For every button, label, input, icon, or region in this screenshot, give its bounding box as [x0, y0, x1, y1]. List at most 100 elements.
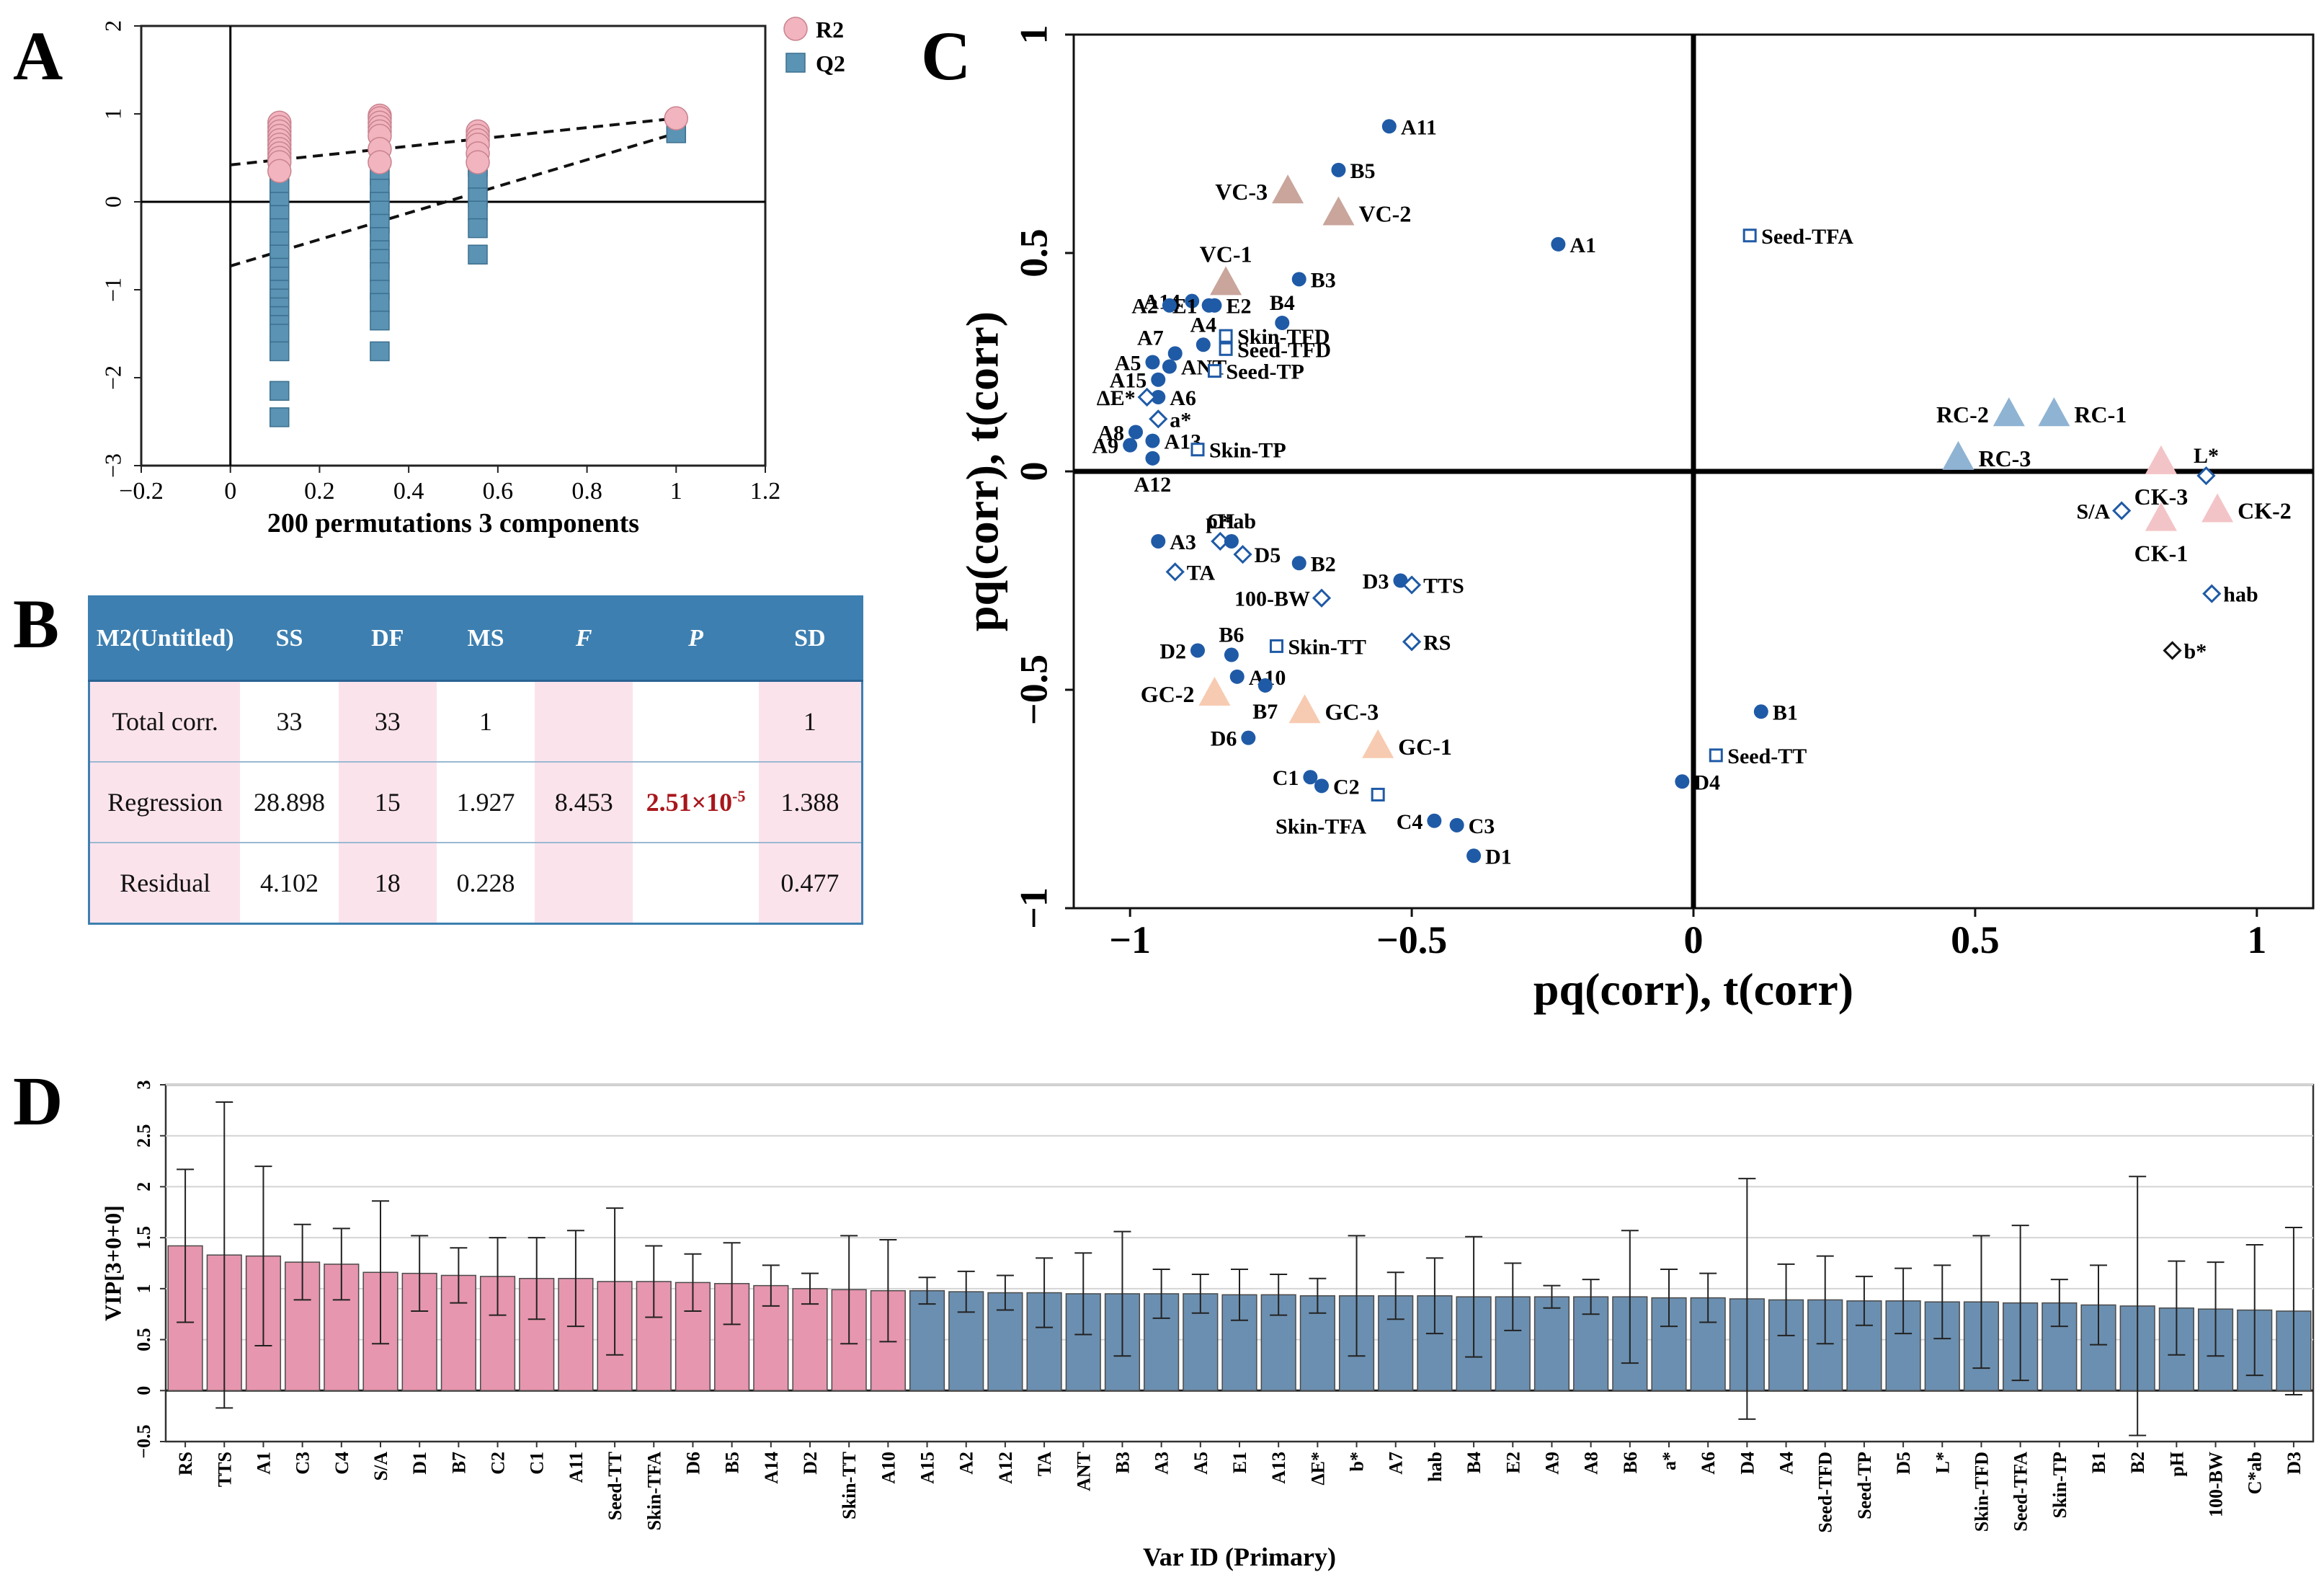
- y-tick-label: 2: [99, 20, 125, 32]
- r2-point: [466, 150, 490, 174]
- q2-point: [468, 200, 488, 221]
- cell-df: 18: [338, 843, 437, 925]
- variable-diamond: [1233, 545, 1252, 564]
- x-tick-label: −0.2: [119, 478, 164, 505]
- group-marker: [2145, 445, 2177, 474]
- x-tick-label: A5: [1190, 1452, 1211, 1475]
- regression-line: [230, 131, 677, 267]
- cell-sd: 1.388: [758, 762, 863, 843]
- variable-square: [1207, 364, 1221, 378]
- y-axis-title: pq(corr), t(corr): [957, 311, 1008, 631]
- x-tick-label: B4: [1464, 1452, 1484, 1473]
- variable-label: A5: [1115, 352, 1141, 376]
- x-tick-label: D6: [682, 1452, 703, 1475]
- variable-dot: [1224, 533, 1239, 549]
- x-tick-label: C1: [527, 1452, 548, 1475]
- x-tick-label: Seed-TFD: [1815, 1452, 1836, 1533]
- variable-diamond: [1137, 387, 1157, 407]
- group-label: RC-1: [2074, 401, 2127, 427]
- variable-label: D3: [1363, 570, 1389, 594]
- x-tick-label: 0: [1684, 918, 1704, 962]
- y-tick-label: 1.5: [133, 1226, 154, 1250]
- header-sd: SD: [758, 596, 863, 682]
- variable-dot: [1275, 315, 1290, 330]
- variable-label: C4: [1397, 810, 1423, 834]
- variable-square: [1219, 342, 1233, 356]
- x-tick-label: A4: [1776, 1452, 1797, 1475]
- variable-dot: [1466, 848, 1482, 863]
- legend-r2-label: R2: [816, 17, 844, 43]
- x-tick-label: S/A: [370, 1452, 391, 1481]
- q2-point: [468, 218, 488, 239]
- variable-dot: [1190, 643, 1205, 658]
- q2-point: [370, 310, 390, 331]
- group-marker: [1942, 440, 1974, 470]
- cell-ms: 1: [436, 680, 535, 763]
- x-tick-label: 0.2: [304, 478, 335, 505]
- x-tick-label: D3: [2284, 1452, 2305, 1475]
- variable-label: C2: [1333, 775, 1360, 799]
- variable-diamond: [1312, 588, 1332, 608]
- group-label: GC-1: [1398, 734, 1452, 760]
- variable-diamond: [1165, 562, 1185, 582]
- variable-label: B5: [1350, 159, 1375, 183]
- variable-dot: [1167, 346, 1183, 361]
- x-axis-title: 200 permutations 3 components: [267, 508, 639, 538]
- group-label: VC-3: [1215, 179, 1268, 205]
- regression-line: [230, 117, 677, 167]
- x-tick-label: C2: [488, 1452, 509, 1475]
- group-marker: [1362, 729, 1394, 758]
- variable-square: [1709, 748, 1723, 763]
- cell-df: 15: [338, 762, 437, 843]
- x-tick-label: A15: [917, 1452, 938, 1484]
- q2-point: [370, 262, 390, 283]
- x-tick-label: −1: [1109, 918, 1151, 962]
- variable-dot: [1675, 774, 1690, 789]
- q2-point: [468, 244, 488, 265]
- variable-dot: [1224, 647, 1239, 662]
- variable-diamond: [2112, 501, 2132, 520]
- x-tick-label: Skin-TT: [839, 1452, 860, 1519]
- x-tick-label: 0.6: [483, 478, 514, 505]
- y-tick-label: 0: [1012, 462, 1055, 481]
- x-tick-label: B1: [2088, 1452, 2109, 1473]
- q2-point: [270, 324, 290, 344]
- x-tick-label: 1.2: [750, 478, 781, 505]
- x-tick-label: B3: [1112, 1452, 1133, 1473]
- variable-diamond: [2196, 466, 2216, 486]
- y-tick-label: −2: [99, 365, 125, 390]
- cell-ms: 1.927: [436, 762, 535, 843]
- variable-label: Seed-TP: [1226, 360, 1304, 384]
- x-tick-label: A3: [1152, 1452, 1172, 1475]
- variable-dot: [1229, 669, 1245, 684]
- variable-label: B2: [1311, 552, 1336, 576]
- variable-dot: [1196, 337, 1211, 352]
- variable-dot: [1151, 372, 1166, 387]
- y-tick-label: −1: [99, 278, 125, 302]
- variable-label: S/A: [2076, 500, 2110, 524]
- variable-label: Seed-TFD: [1237, 338, 1331, 362]
- panel-label-a: A: [13, 17, 63, 94]
- panel-d-vip-bar-chart: 3 2.5 2 1.5 1 0.5 0 −0.5 VIP[3+0+0] Var ID (Prima…: [99, 1080, 2315, 1571]
- group-label: GC-3: [1325, 698, 1379, 724]
- x-tick-label: Seed-TT: [605, 1452, 625, 1520]
- group-label: CK-1: [2134, 541, 2189, 567]
- group-marker: [1993, 397, 2025, 427]
- x-tick-label: Seed-TP: [1854, 1452, 1875, 1519]
- x-tick-label: 0.8: [571, 478, 602, 505]
- variable-label: Seed-TT: [1727, 745, 1807, 768]
- x-tick-label: D5: [1893, 1452, 1914, 1475]
- variable-dot: [1207, 298, 1222, 313]
- y-tick-label: 1: [1012, 25, 1055, 45]
- y-tick-label: −1: [1012, 887, 1055, 929]
- variable-label: D2: [1159, 639, 1186, 663]
- group-label: GC-2: [1141, 681, 1195, 707]
- y-tick-label: 2.5: [133, 1124, 154, 1147]
- row-label: Regression: [89, 762, 241, 843]
- row-label: Residual: [89, 843, 241, 925]
- y-axis-title: VIP[3+0+0]: [99, 1205, 125, 1321]
- p-value: 2.51×10: [646, 788, 733, 817]
- x-tick-label: B6: [1620, 1452, 1641, 1473]
- variable-label: B6: [1219, 623, 1244, 647]
